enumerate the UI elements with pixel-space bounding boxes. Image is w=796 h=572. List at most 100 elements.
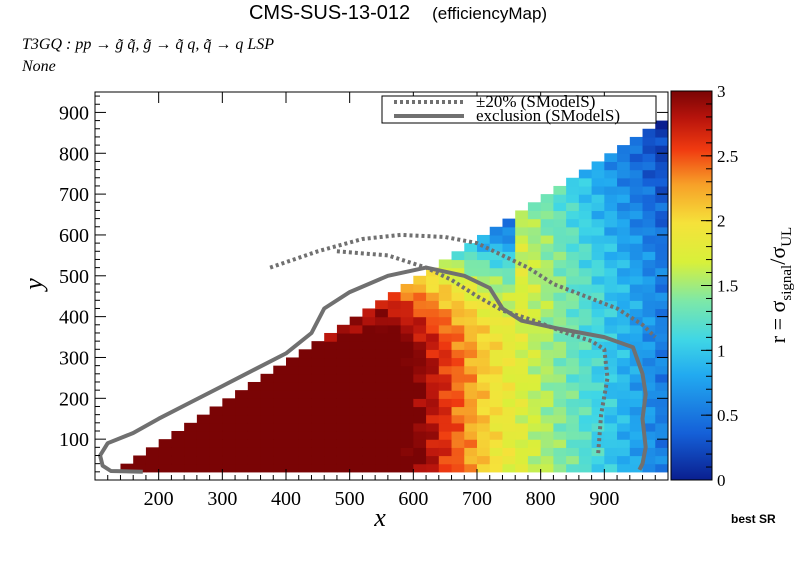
y-tick-label: 400 [59, 307, 89, 329]
heatmap-cell [286, 447, 300, 457]
heatmap-cell [629, 439, 644, 448]
heatmap-cell [362, 381, 376, 391]
best-sr-label: best SR [731, 512, 776, 526]
heatmap-cell [196, 414, 211, 424]
heatmap-cell [578, 308, 593, 318]
heatmap-cell [642, 430, 656, 440]
heatmap-cell [553, 185, 567, 195]
heatmap-cell [642, 283, 656, 293]
heatmap-cell [502, 398, 516, 408]
heatmap-cell [362, 414, 376, 424]
heatmap-cell [527, 406, 542, 416]
heatmap-cell [629, 292, 644, 301]
heatmap-cell [553, 308, 567, 318]
colorbar-tick-label: 2.5 [717, 147, 738, 166]
heatmap-cell [273, 447, 287, 457]
heatmap-cell [286, 463, 300, 473]
heatmap-cell [604, 390, 618, 399]
heatmap-cell [324, 398, 338, 408]
heatmap-cell [604, 259, 618, 269]
heatmap-cell [604, 218, 618, 228]
heatmap-cell [209, 430, 223, 440]
heatmap-cell [349, 365, 363, 375]
heatmap-cell [617, 463, 631, 473]
heatmap-cell [426, 275, 440, 285]
heatmap-cell [426, 406, 440, 416]
heatmap-cell [451, 439, 465, 448]
heatmap-cell [566, 447, 580, 457]
heatmap-cell [655, 161, 668, 171]
colorbar-ticks: 0 0.5 1 1.5 2 2.5 3 [701, 82, 738, 490]
heatmap-cell [566, 398, 580, 408]
heatmap-cell [477, 275, 491, 285]
heatmap-cell [655, 447, 668, 457]
heatmap-cell [235, 398, 249, 408]
heatmap-cell [489, 373, 504, 383]
heatmap-cell [196, 463, 211, 473]
heatmap-cell [655, 390, 668, 399]
heatmap-cell [617, 357, 631, 367]
heatmap-cell [617, 218, 631, 228]
heatmap-cell [502, 341, 516, 350]
heatmap-cell [400, 439, 414, 448]
heatmap-cell [591, 430, 605, 440]
x-tick-label: 400 [271, 488, 301, 510]
heatmap-cell [451, 390, 465, 399]
heatmap-cell [629, 185, 644, 195]
heatmap-cell [578, 381, 593, 391]
heatmap-cell [273, 398, 287, 408]
heatmap-cell [566, 455, 580, 465]
heatmap-cell [642, 308, 656, 318]
heatmap-cell [438, 292, 453, 301]
heatmap-cell [247, 422, 262, 432]
heatmap-cell [336, 439, 351, 448]
heatmap-cell [566, 357, 580, 367]
heatmap-cell [527, 447, 542, 457]
heatmap-cell [260, 422, 274, 432]
heatmap-cell [477, 381, 491, 391]
heatmap-cell [464, 414, 478, 424]
heatmap-cell [247, 430, 262, 440]
heatmap-cell [553, 455, 567, 465]
heatmap-cell [464, 455, 478, 465]
heatmap-cell [578, 194, 593, 203]
heatmap-cell [451, 455, 465, 465]
exclusion-contour [98, 265, 648, 474]
heatmap-cell [642, 414, 656, 424]
heatmap-cell [629, 422, 644, 432]
heatmap-cell [540, 243, 554, 252]
heatmap-cell [464, 349, 478, 359]
heatmap-cell [566, 324, 580, 334]
heatmap-cell [451, 292, 465, 301]
heatmap-cell [286, 381, 300, 391]
x-tick-label: 700 [462, 488, 492, 510]
heatmap-cell [578, 243, 593, 252]
heatmap-cell [477, 267, 491, 277]
heatmap-cell [566, 283, 580, 293]
heatmap-cell [413, 316, 427, 326]
heatmap-cell [553, 292, 567, 301]
heatmap-cell [477, 414, 491, 424]
heatmap-cell [617, 210, 631, 220]
heatmap-cell [642, 161, 656, 171]
heatmap-cell [235, 406, 249, 416]
heatmap-cell [375, 308, 389, 318]
heatmap-cell [655, 308, 668, 318]
heatmap-cell [438, 365, 453, 375]
heatmap-cell [311, 430, 325, 440]
heatmap-cell [502, 243, 516, 252]
heatmap-cell [413, 332, 427, 342]
heatmap-cell [311, 390, 325, 399]
heatmap-cell [438, 332, 453, 342]
heatmap-cell [235, 390, 249, 399]
plot-frame [94, 91, 669, 481]
heatmap-cell [489, 463, 504, 473]
heatmap-cell [540, 398, 554, 408]
heatmap-cell [209, 463, 223, 473]
heatmap-cell [375, 439, 389, 448]
heatmap-cell [336, 357, 351, 367]
heatmap-cell [400, 447, 414, 457]
heatmap-cell [375, 455, 389, 465]
heatmap-cell [451, 414, 465, 424]
heatmap-cell [515, 341, 529, 350]
